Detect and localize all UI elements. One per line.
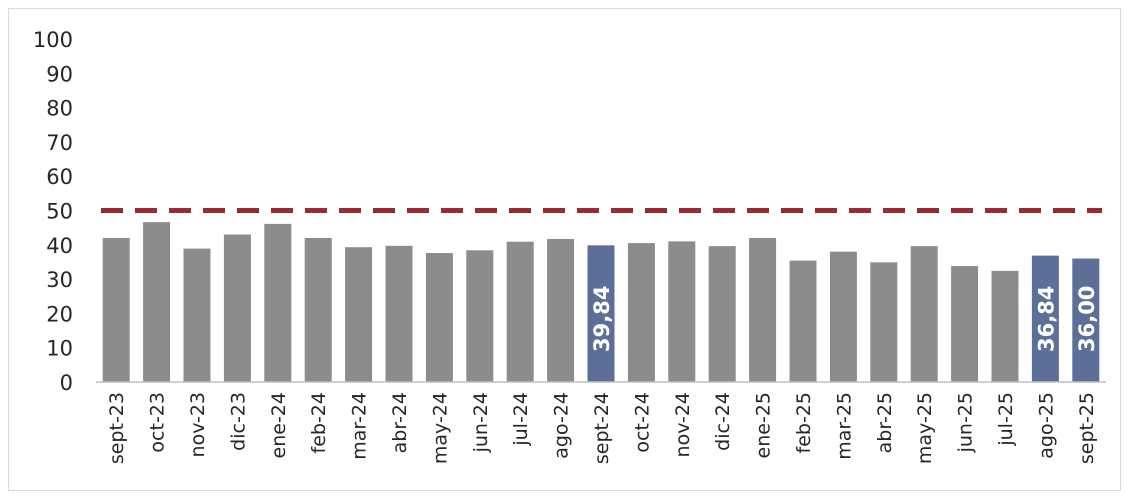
x-tick-label: nov-23 xyxy=(187,392,209,457)
x-tick-label: oct-23 xyxy=(147,392,169,453)
bars-group xyxy=(102,222,1100,382)
x-tick-label: jun-24 xyxy=(470,392,492,453)
x-tick-label: feb-25 xyxy=(793,392,815,453)
x-tick-label: sept-23 xyxy=(106,392,128,464)
bar-jun-24 xyxy=(466,250,494,382)
bar-sept-24 xyxy=(587,245,615,382)
data-label: 39,84 xyxy=(590,286,614,352)
bar-may-25 xyxy=(910,246,938,382)
x-tick-label: may-24 xyxy=(429,392,451,464)
x-tick-label: sept-25 xyxy=(1076,392,1098,464)
y-tick-label: 30 xyxy=(46,268,73,292)
bar-jun-25 xyxy=(951,266,979,382)
y-tick-label: 0 xyxy=(60,371,73,395)
y-tick-label: 80 xyxy=(46,97,73,121)
y-tick-label: 50 xyxy=(46,200,73,224)
bar-feb-24 xyxy=(304,237,332,382)
bar-oct-24 xyxy=(627,243,655,382)
data-label: 36,00 xyxy=(1075,286,1099,352)
x-tick-label: mar-25 xyxy=(833,392,855,460)
x-tick-label: feb-24 xyxy=(308,392,330,453)
x-tick-label: abr-24 xyxy=(389,392,411,453)
bar-ene-25 xyxy=(749,237,777,382)
bar-nov-23 xyxy=(183,248,211,382)
x-tick-label: ago-24 xyxy=(551,392,573,459)
bar-oct-23 xyxy=(143,222,171,382)
bar-sept-23 xyxy=(102,237,130,382)
bar-sept-25 xyxy=(1072,258,1100,382)
x-tick-label: oct-24 xyxy=(631,392,653,453)
x-tick-label: jul-25 xyxy=(995,392,1017,447)
y-tick-label: 60 xyxy=(46,165,73,189)
bar-ago-24 xyxy=(547,238,575,382)
x-tick-label: jun-25 xyxy=(955,392,977,453)
y-axis-ticks: 0 10 20 30 40 50 60 70 80 90 100 xyxy=(33,28,73,395)
bar-abr-25 xyxy=(870,262,898,382)
x-tick-label: dic-24 xyxy=(712,392,734,451)
y-tick-label: 40 xyxy=(46,234,73,258)
x-tick-label: mar-24 xyxy=(349,392,371,460)
bar-jul-24 xyxy=(506,241,534,382)
bar-chart: 0 10 20 30 40 50 60 70 80 90 100 sept-23 oct-23 nov-… xyxy=(33,28,1106,464)
x-tick-label: abr-25 xyxy=(874,392,896,453)
bar-dic-24 xyxy=(708,246,736,382)
bar-feb-25 xyxy=(789,260,817,382)
bar-ene-24 xyxy=(264,223,292,382)
bar-may-24 xyxy=(425,253,453,382)
x-tick-label: ene-25 xyxy=(753,392,775,458)
y-tick-label: 20 xyxy=(46,302,73,326)
bar-mar-25 xyxy=(829,251,857,382)
bar-dic-23 xyxy=(223,234,251,382)
y-tick-label: 90 xyxy=(46,62,73,86)
y-tick-label: 100 xyxy=(33,28,73,52)
x-tick-label: jul-24 xyxy=(510,392,532,447)
bar-abr-24 xyxy=(385,245,413,382)
x-tick-label: may-25 xyxy=(914,392,936,464)
x-tick-label: ene-24 xyxy=(268,392,290,458)
x-tick-label: dic-23 xyxy=(227,392,249,451)
x-axis-ticks: sept-23 oct-23 nov-23 dic-23 ene-24 feb-24 mar… xyxy=(106,392,1098,464)
bar-mar-24 xyxy=(345,247,373,382)
chart-frame: 0 10 20 30 40 50 60 70 80 90 100 sept-23 oct-23 nov-… xyxy=(8,8,1121,491)
bar-jul-25 xyxy=(991,270,1019,382)
x-tick-label: sept-24 xyxy=(591,392,613,464)
bar-ago-25 xyxy=(1031,255,1059,382)
data-labels-group: 39,84 36,84 36,00 xyxy=(590,286,1099,352)
data-label: 36,84 xyxy=(1034,286,1058,352)
x-tick-label: ago-25 xyxy=(1035,392,1057,459)
y-tick-label: 10 xyxy=(46,337,73,361)
x-tick-label: nov-24 xyxy=(672,392,694,457)
y-tick-label: 70 xyxy=(46,131,73,155)
bar-nov-24 xyxy=(668,241,696,382)
